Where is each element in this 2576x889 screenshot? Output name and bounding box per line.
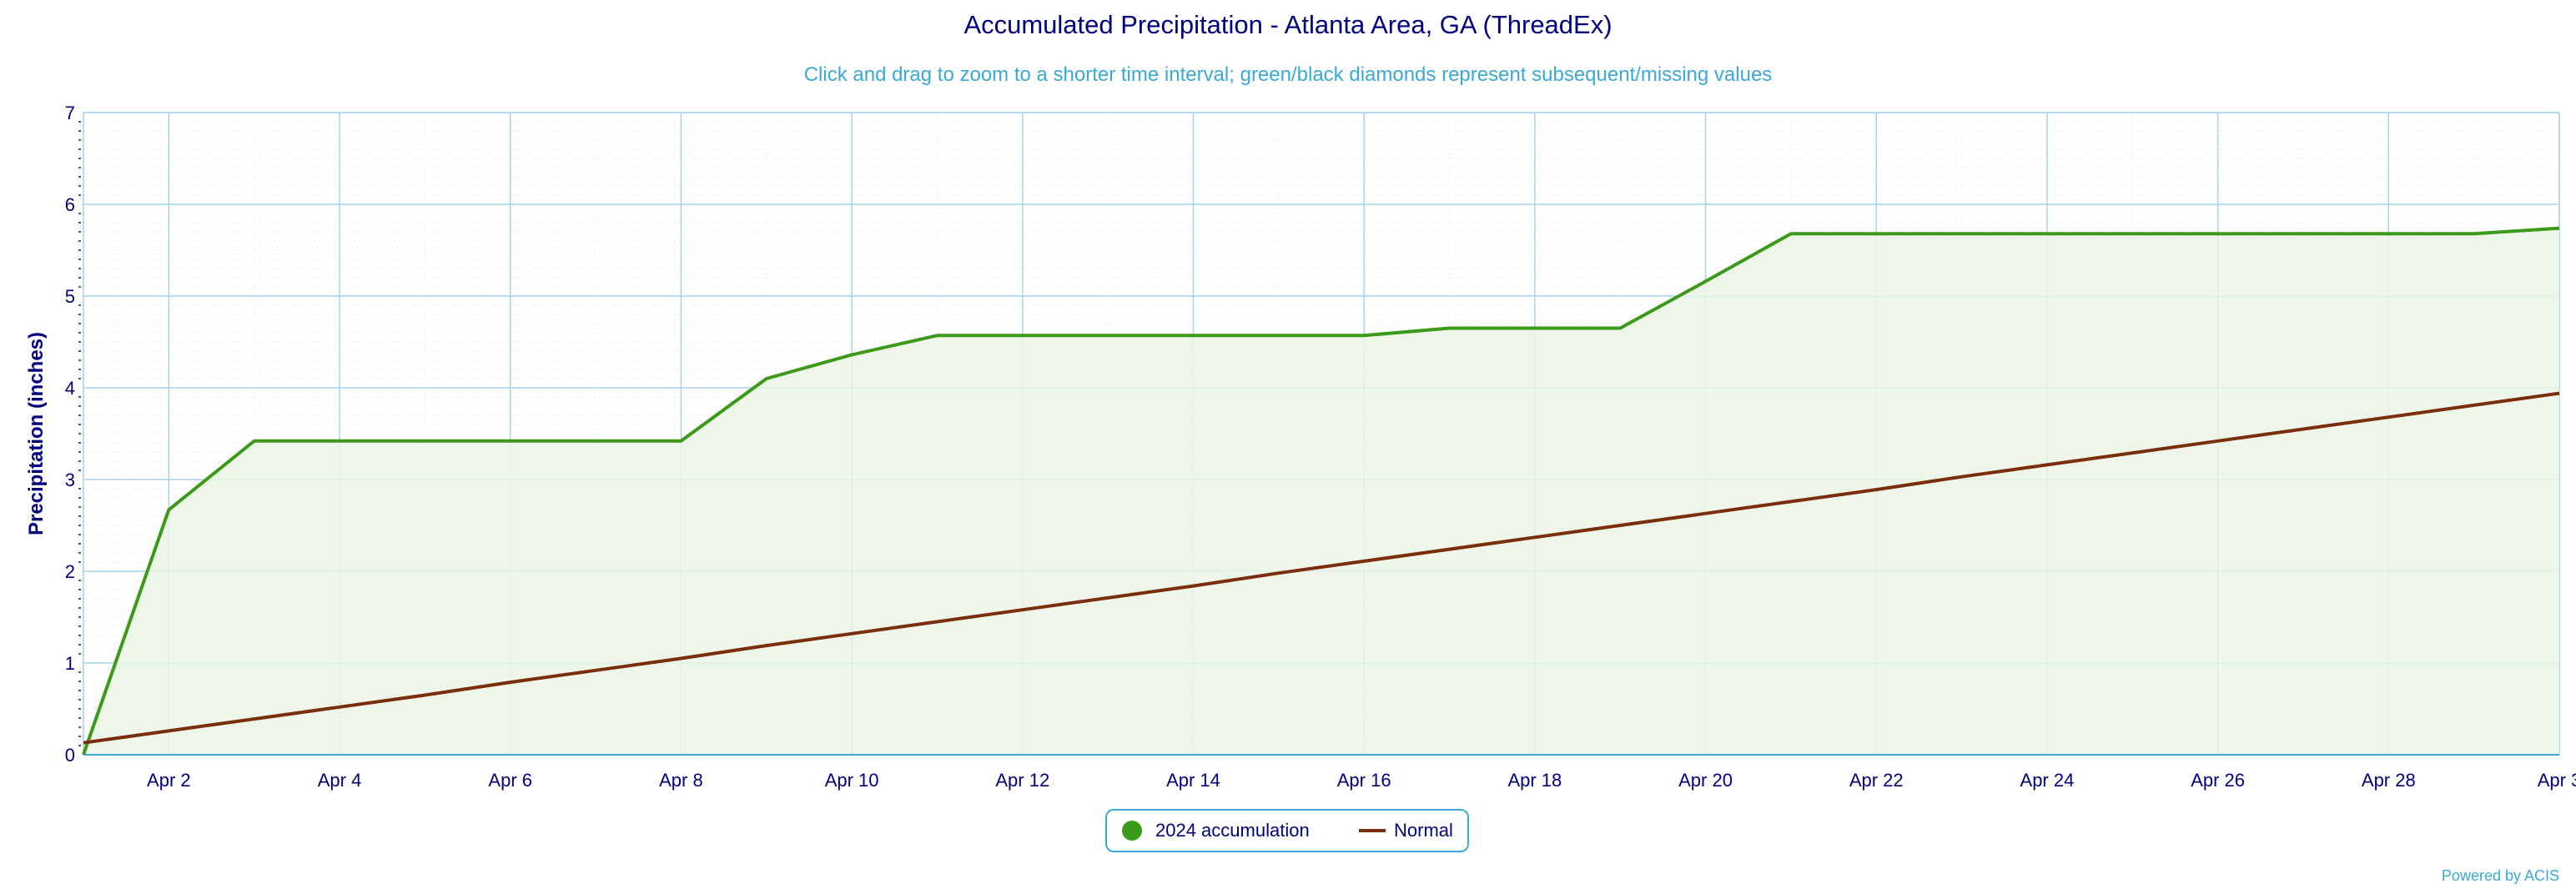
x-tick-label: Apr 14 — [1166, 770, 1220, 791]
legend-item-normal[interactable]: Normal — [1359, 811, 1453, 851]
legend-item-accumulation[interactable]: 2024 accumulation — [1122, 811, 1310, 851]
axis-layer: 0 1 2 3 4 5 6 7 Apr 2 Apr 4 Apr 6 Apr 8 Apr 10 Apr 12… — [65, 103, 2576, 791]
series-area-accumulation — [83, 228, 2559, 756]
y-tick-label: 3 — [65, 470, 75, 490]
x-tick-label: Apr 16 — [1337, 770, 1391, 791]
x-tick-label: Apr 6 — [488, 770, 532, 791]
x-tick-label: Apr 3 — [2538, 770, 2576, 791]
y-tick-label: 2 — [65, 561, 75, 582]
x-tick-label: Apr 22 — [1849, 770, 1904, 791]
series-line-accumulation — [82, 226, 2560, 756]
y-tick-label: 4 — [65, 378, 75, 399]
chart-subtitle: Click and drag to zoom to a shorter time… — [803, 63, 1773, 86]
legend: 2024 accumulation Normal — [1105, 809, 1469, 852]
y-tick-label: 5 — [65, 286, 75, 307]
y-tick-label: 6 — [65, 194, 75, 215]
x-tick-label: Apr 8 — [659, 770, 703, 791]
x-tick-label: Apr 18 — [1507, 770, 1562, 791]
x-tick-label: Apr 12 — [995, 770, 1049, 791]
y-tick-label: 0 — [65, 745, 75, 766]
y-tick-label: 1 — [65, 653, 75, 674]
series-line-normal — [83, 391, 2560, 745]
line-layer — [82, 226, 2560, 756]
powered-by-credit[interactable]: Powered by ACIS — [2441, 867, 2559, 884]
y-tick-label: 7 — [65, 103, 75, 123]
x-tick-label: Apr 4 — [318, 770, 362, 791]
x-tick-label: Apr 28 — [2362, 770, 2416, 791]
legend-label-normal: Normal — [1394, 820, 1453, 841]
chart-title: Accumulated Precipitation - Atlanta Area… — [963, 10, 1613, 39]
area-layer — [83, 228, 2559, 756]
green-dot-icon — [1122, 821, 1142, 841]
x-tick-label: Apr 24 — [2020, 770, 2075, 791]
legend-label-accumulation: 2024 accumulation — [1155, 820, 1310, 841]
x-tick-label: Apr 10 — [825, 770, 879, 791]
x-tick-label: Apr 20 — [1678, 770, 1733, 791]
x-tick-label: Apr 26 — [2191, 770, 2245, 791]
x-tick-label: Apr 2 — [147, 770, 191, 791]
brown-line-icon — [1359, 829, 1386, 832]
